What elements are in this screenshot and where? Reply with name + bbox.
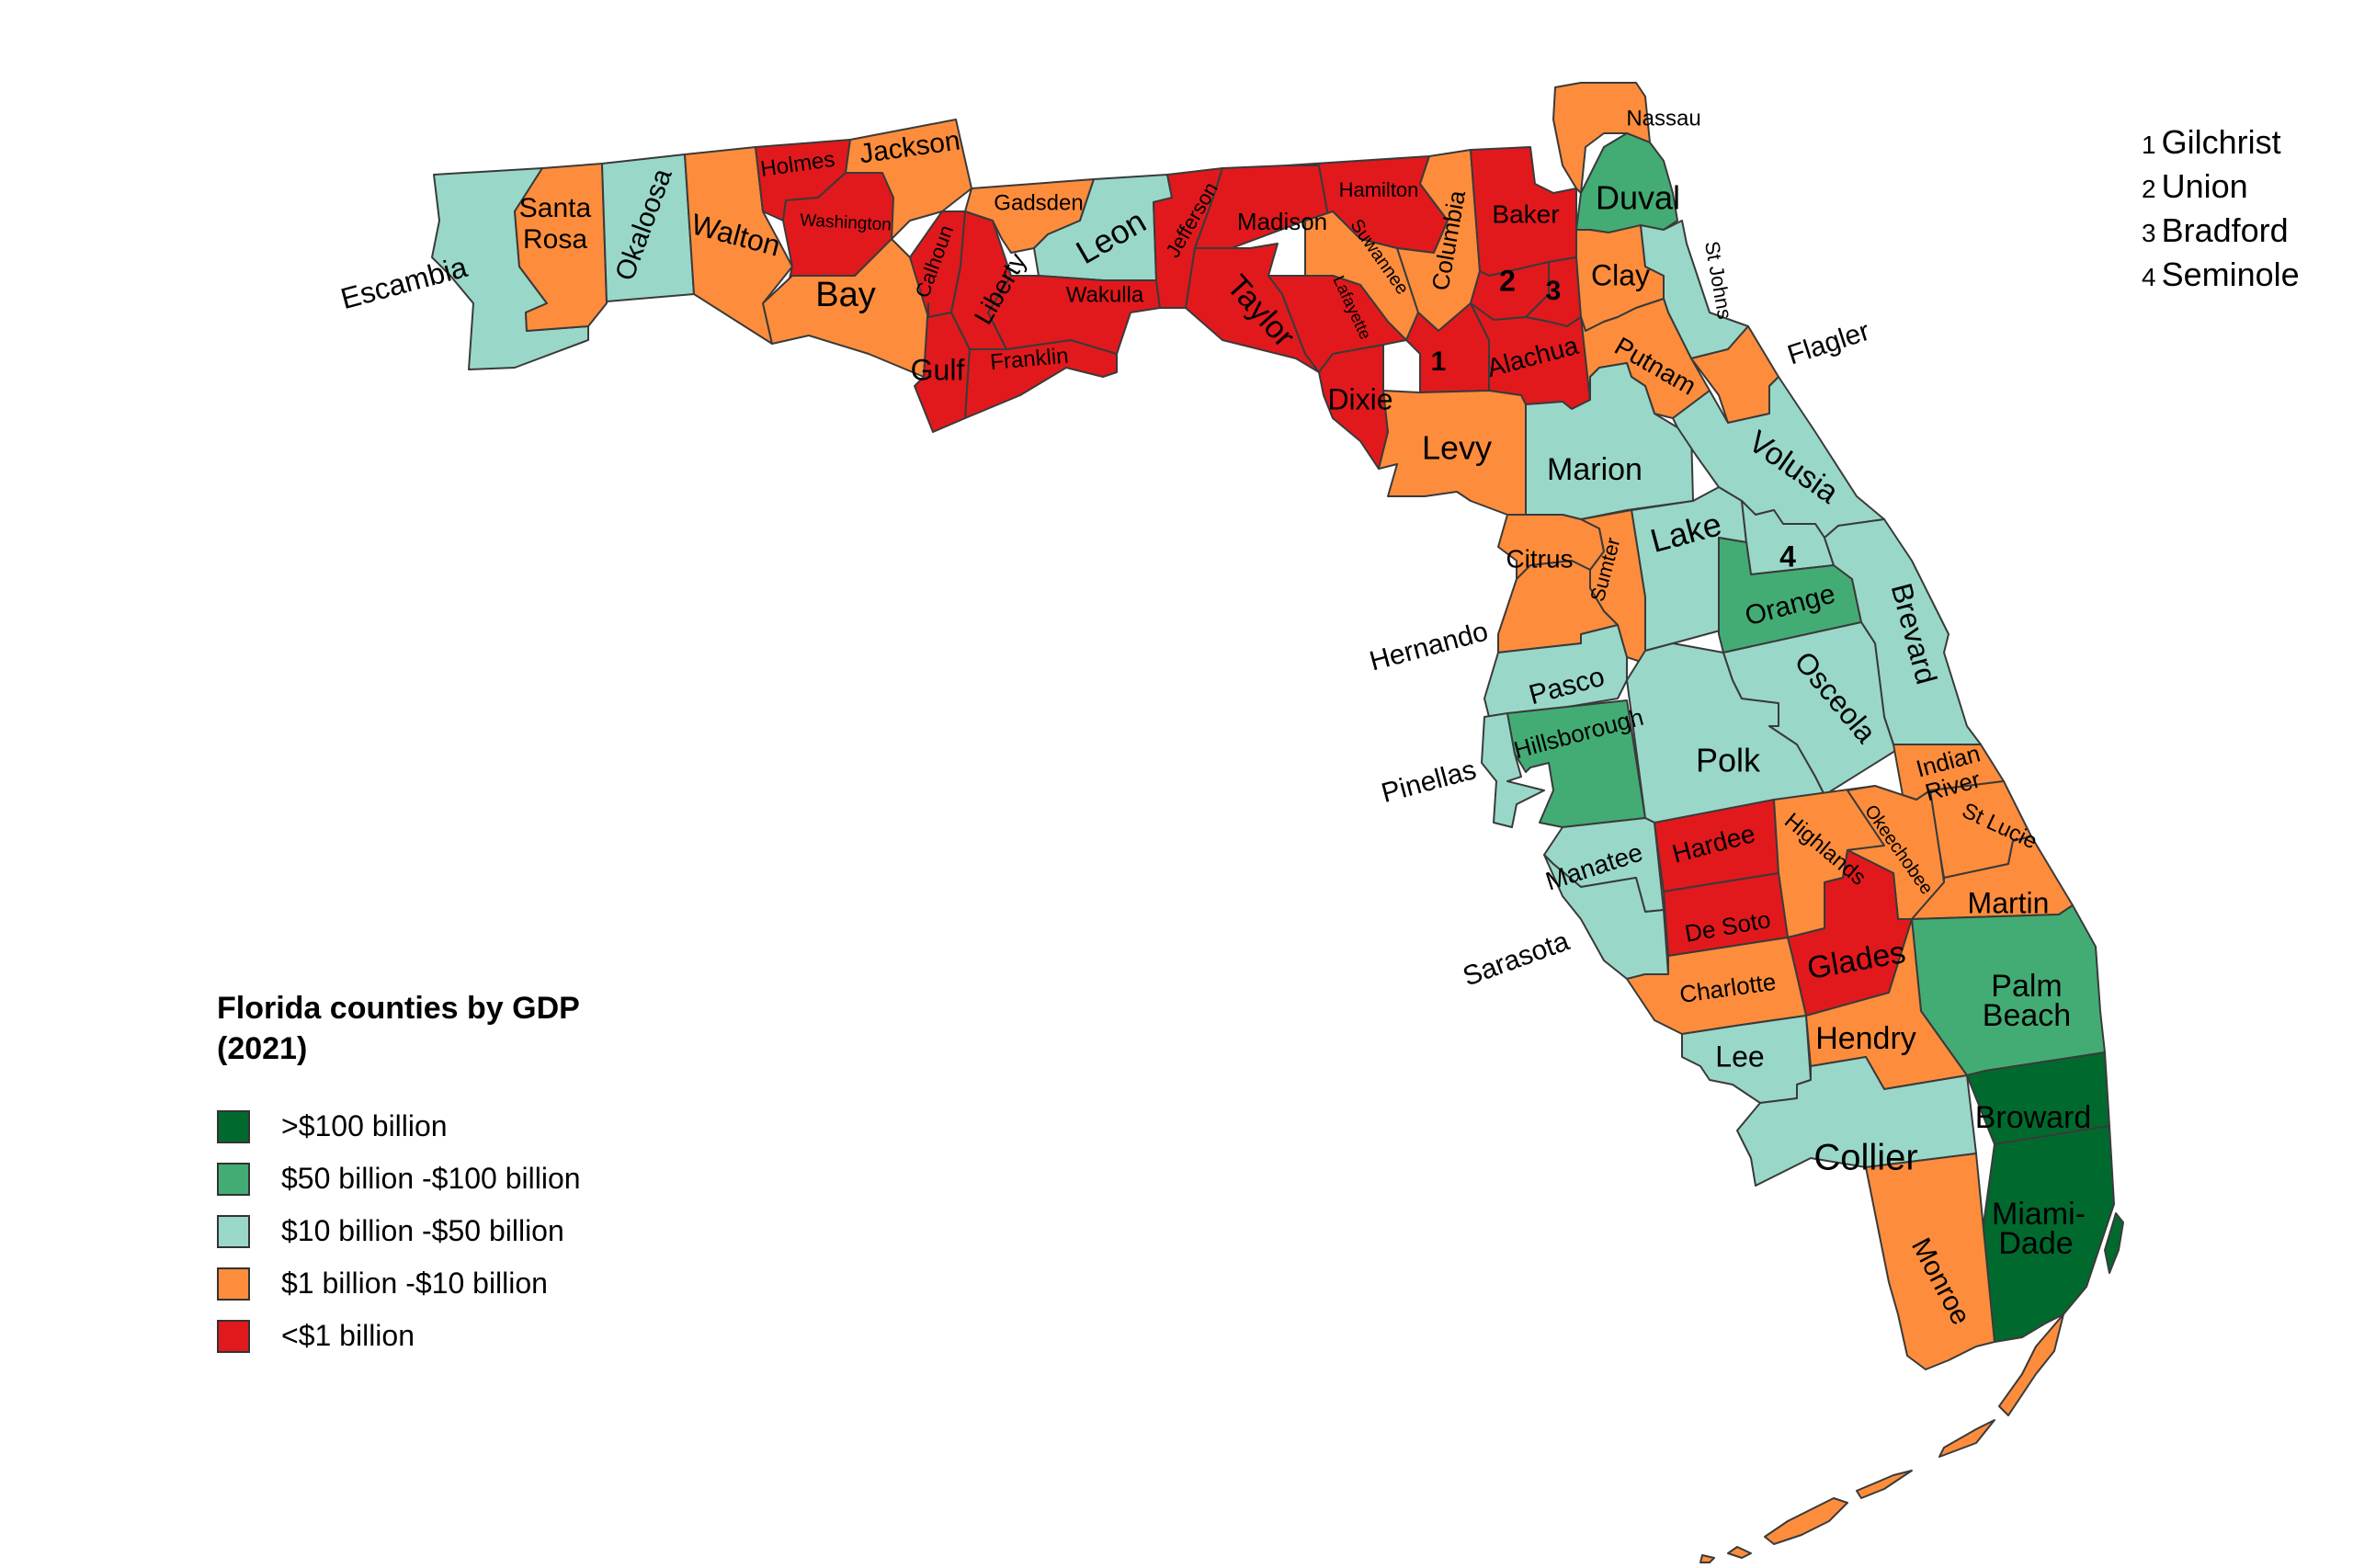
- county-keys-5: [1727, 1546, 1752, 1559]
- county-hernando: [1497, 560, 1619, 653]
- county-label: Escambia: [337, 250, 471, 315]
- legend: Florida counties by GDP (2021) >$100 bil…: [217, 988, 658, 1362]
- county-label: Levy: [1422, 429, 1492, 467]
- county-label: 2: [1499, 264, 1516, 297]
- county-label: Wakulla: [1066, 282, 1144, 307]
- county-label: Gadsden: [994, 190, 1083, 215]
- county-label: Madison: [1237, 208, 1327, 235]
- legend-item-10b-50b: $10 billion -$50 billion: [217, 1205, 658, 1257]
- key-item-bradford: 3 Bradford: [2142, 210, 2300, 254]
- legend-label: <$1 billion: [281, 1319, 415, 1352]
- county-label: Dixie: [1327, 382, 1392, 415]
- county-label: Broward: [1975, 1100, 2092, 1135]
- county-label: Nassau: [1626, 106, 1700, 131]
- county-biscayne: [2104, 1212, 2124, 1274]
- county-polygons: [431, 82, 2124, 1563]
- county-label: Polk: [1696, 742, 1761, 779]
- legend-title: Florida counties by GDP (2021): [217, 991, 580, 1066]
- county-label: Duval: [1596, 179, 1680, 217]
- county-label: Flagler: [1784, 316, 1873, 371]
- county-keys-6: [1699, 1554, 1715, 1563]
- legend-label: $1 billion -$10 billion: [281, 1267, 548, 1300]
- county-label: 3: [1546, 276, 1562, 306]
- key-item-seminole: 4 Seminole: [2142, 254, 2300, 298]
- county-label: Collier: [1813, 1138, 1917, 1178]
- county-label: Hamilton: [1339, 178, 1419, 201]
- county-label: Citrus: [1506, 544, 1573, 573]
- legend-item-lt-1b: <$1 billion: [217, 1310, 658, 1362]
- legend-label: >$100 billion: [281, 1109, 448, 1142]
- county-label: Palm: [1991, 969, 2062, 1004]
- county-label: Baker: [1492, 199, 1559, 228]
- county-label: Martin: [1968, 886, 2050, 919]
- county-monroe: [1865, 1153, 1995, 1370]
- county-label: Dade: [1998, 1226, 2073, 1261]
- county-osceola: [1722, 621, 1899, 796]
- county-label: Hendry: [1815, 1021, 1916, 1056]
- key-item-gilchrist: 1 Gilchrist: [2142, 121, 2300, 165]
- legend-swatch: [217, 1267, 250, 1301]
- key-item-union: 2 Union: [2142, 165, 2300, 210]
- key-county-name: Union: [2161, 167, 2248, 205]
- county-label: Pinellas: [1379, 755, 1480, 809]
- numbered-county-key: 1 Gilchrist 2 Union 3 Bradford 4 Seminole: [2142, 121, 2300, 298]
- county-lafayette: [1267, 275, 1407, 373]
- county-label: Rosa: [523, 224, 587, 255]
- legend-label: $10 billion -$50 billion: [281, 1214, 564, 1247]
- legend-label: $50 billion -$100 billion: [281, 1162, 581, 1195]
- key-county-name: Seminole: [2161, 256, 2300, 293]
- legend-swatch: [217, 1319, 250, 1353]
- county-label: Bay: [815, 276, 875, 314]
- county-label: Sarasota: [1459, 926, 1573, 992]
- key-county-name: Bradford: [2161, 211, 2289, 249]
- county-nassau: [1552, 82, 1651, 194]
- county-label: Beach: [1983, 998, 2071, 1033]
- key-number: 3: [2142, 219, 2156, 247]
- county-label: Marion: [1547, 452, 1643, 487]
- county-keys-1: [1998, 1313, 2064, 1416]
- county-label: Clay: [1591, 258, 1650, 291]
- legend-swatch: [217, 1109, 250, 1143]
- county-label: 4: [1779, 540, 1796, 573]
- legend-item-gt-100b: >$100 billion: [217, 1100, 658, 1153]
- key-number: 2: [2142, 175, 2156, 203]
- key-county-name: Gilchrist: [2161, 123, 2281, 161]
- county-keys-3: [1856, 1470, 1913, 1499]
- county-keys-2: [1938, 1419, 1995, 1458]
- key-number: 4: [2142, 263, 2156, 291]
- county-label: Miami-: [1992, 1197, 2086, 1232]
- county-jackson: [845, 119, 972, 240]
- county-label: Washington: [800, 210, 892, 234]
- key-number: 1: [2142, 131, 2156, 159]
- legend-item-1b-10b: $1 billion -$10 billion: [217, 1257, 658, 1310]
- county-label: Lee: [1715, 1040, 1764, 1073]
- county-levy: [1378, 390, 1527, 516]
- legend-swatch: [217, 1214, 250, 1248]
- legend-swatch: [217, 1162, 250, 1196]
- county-keys-4: [1764, 1497, 1848, 1545]
- legend-item-50b-100b: $50 billion -$100 billion: [217, 1153, 658, 1205]
- county-broward: [1966, 1051, 2110, 1145]
- county-wakulla: [987, 275, 1161, 355]
- county-label: Gulf: [911, 353, 965, 386]
- county-label: Santa: [519, 193, 592, 223]
- county-label: 1: [1431, 347, 1447, 377]
- county-label: Hernando: [1367, 616, 1492, 676]
